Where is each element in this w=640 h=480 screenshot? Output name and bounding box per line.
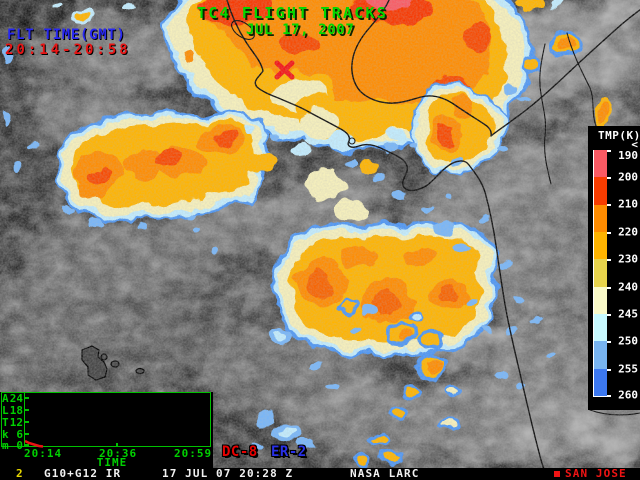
y-tick (25, 409, 29, 411)
y-axis-label-letter: T (2, 416, 9, 429)
y-tick-label: 0 (16, 439, 23, 452)
y-axis-label-letter: m (2, 439, 9, 452)
image-timestamp: 17 JUL 07 20:28 Z (162, 467, 294, 480)
temperature-colorbar: TMP(K) < 190 200 210 220 230 240 245 250 (588, 126, 640, 410)
x-axis-label: TIME (96, 456, 128, 469)
plot-frame (1, 392, 211, 447)
altitude-time-plot: A L T k m 24 18 12 6 0 20:14 20:36 20:59… (0, 392, 213, 468)
y-tick (25, 421, 29, 423)
colorbar-segment (594, 259, 607, 287)
colorbar-tick-label: 260 (618, 388, 638, 402)
colorbar-tick (607, 204, 611, 206)
x-tick-label: 20:36 (99, 447, 138, 460)
y-axis-label-letter: A (2, 392, 9, 405)
y-axis-label-letter: L (2, 404, 9, 417)
colorbar-segment (594, 204, 607, 232)
y-tick (25, 397, 29, 399)
y-tick-label: 12 (9, 416, 23, 429)
colorbar-segment (594, 177, 607, 205)
aircraft-label-dc8: DC-8 (222, 444, 258, 460)
plot-y-axis (24, 392, 25, 447)
colorbar-tick-label: 230 (618, 252, 638, 266)
x-tick-label: 20:59 (174, 447, 213, 460)
colorbar-tick (607, 287, 611, 289)
page-date: JUL 17, 2007 (246, 22, 355, 38)
colorbar-tick-label: 220 (618, 225, 638, 239)
product-label: G10+G12 IR (44, 467, 122, 480)
colorbar-tick (607, 232, 611, 234)
colorbar-segment (594, 313, 607, 342)
page-title: TC4 FLIGHT TRACKS (197, 4, 388, 22)
colorbar-tick-label: 255 (618, 362, 638, 376)
aircraft-label-er2: ER-2 (271, 444, 307, 460)
colorbar-tick-label: 245 (618, 307, 638, 321)
y-tick-label: 18 (9, 404, 23, 417)
colorbar-tick-label: 210 (618, 197, 638, 211)
colorbar-scale (593, 150, 607, 397)
station-label: SAN JOSE (565, 467, 627, 480)
flight-time-value: 20:14-20:58 (5, 42, 131, 58)
colorbar-tick (607, 259, 611, 261)
x-tick-label: 20:14 (24, 447, 63, 460)
colorbar-tick-label: 240 (618, 280, 638, 294)
colorbar-tick (607, 369, 611, 371)
colorbar-tick-label: 200 (618, 170, 638, 184)
colorbar-tick (607, 314, 611, 316)
flight-time-label: FLT TIME(GMT) (7, 27, 126, 43)
y-tick-label: 6 (16, 428, 23, 441)
colorbar-tick (607, 177, 611, 179)
colorbar-tick-label: 250 (618, 334, 638, 348)
colorbar-segment (594, 286, 607, 314)
station-marker (554, 471, 560, 477)
y-tick (25, 433, 29, 435)
colorbar-title: TMP(K) (598, 129, 640, 142)
colorbar-segment (594, 341, 607, 369)
colorbar-tick (607, 395, 611, 397)
colorbar-tick-label: < 190 (618, 138, 638, 162)
colorbar-segment (594, 368, 607, 396)
y-tick-label: 24 (9, 392, 23, 405)
colorbar-segment (594, 150, 607, 178)
colorbar-tick (607, 341, 611, 343)
x-tick (116, 443, 118, 447)
y-axis-label-letter: k (2, 428, 9, 441)
altitude-trace-canvas (24, 439, 44, 448)
agency-label: NASA LARC (350, 467, 420, 480)
altitude-trace (24, 439, 44, 448)
colorbar-tick (607, 150, 611, 152)
y-tick (25, 444, 29, 446)
colorbar-segment (594, 231, 607, 260)
channel-number: 2 (16, 467, 24, 480)
status-bar: 2 G10+G12 IR 17 JUL 07 20:28 Z NASA LARC… (0, 468, 640, 480)
